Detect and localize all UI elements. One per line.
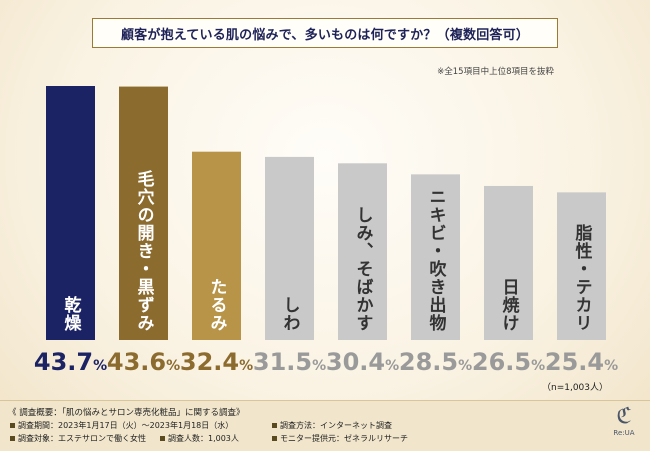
bar-3 xyxy=(192,151,241,340)
survey-count: 調査人数：1,003人 xyxy=(160,433,239,444)
bar-value-label: 25.4% xyxy=(545,348,618,376)
survey-method: 調査方法：インターネット調査 xyxy=(272,420,392,431)
bar-value-label: 30.4% xyxy=(326,348,399,376)
bar-category-label: たるみ xyxy=(207,278,227,332)
bar-2 xyxy=(119,86,168,340)
survey-summary-title: 《 調査概要：「肌の悩みとサロン専売化粧品」に関する調査》 xyxy=(8,408,245,418)
survey-footer: 《 調査概要：「肌の悩みとサロン専売化粧品」に関する調査》 調査期間：2023年… xyxy=(0,400,650,451)
bar-value-label: 32.4% xyxy=(180,348,253,376)
bar-4 xyxy=(265,156,314,340)
excerpt-note: ※全15項目中上位8項目を抜粋 xyxy=(437,67,554,77)
bar-6 xyxy=(411,174,460,340)
bar-5 xyxy=(338,163,387,340)
bar-category-label: 日焼け xyxy=(499,278,520,332)
bar-value-label: 26.5% xyxy=(472,348,545,376)
chart-title: 顧客が抱えている肌の悩みで、多いものは何ですか？（複数回答可） xyxy=(92,18,558,48)
sample-size-note: （n=1,003人） xyxy=(541,383,608,393)
bar-8 xyxy=(557,192,606,340)
survey-provider: モニター提供元：ゼネラルリサーチ xyxy=(272,433,408,444)
bar-7 xyxy=(484,185,533,340)
bar-chart: 乾燥 43.7% 毛穴の開き・黒ずみ 43.6% たるみ 32.4% しわ 31.5% しみ、そ… xyxy=(34,86,618,376)
brand-logo: ℭ Re:UA xyxy=(613,404,635,438)
bar-category-label: しみ、そばかす xyxy=(353,206,373,332)
bar-category-label: 脂性・テカリ xyxy=(572,224,593,332)
bar-category-label: ニキビ・吹き出物 xyxy=(426,188,447,332)
bar-1 xyxy=(46,86,95,340)
bar-value-label: 43.6% xyxy=(107,348,180,376)
bar-category-label: 乾燥 xyxy=(61,295,82,332)
bar-category-label: 毛穴の開き・黒ずみ xyxy=(134,169,155,332)
logo-mark-icon: ℭ xyxy=(616,404,632,429)
bar-category-label: しわ xyxy=(280,296,301,332)
survey-subject: 調査対象：エステサロンで働く女性 xyxy=(10,433,146,444)
bar-value-label: 43.7% xyxy=(34,348,107,376)
bar-value-label: 28.5% xyxy=(399,348,472,376)
survey-period: 調査期間：2023年1月17日（火）〜2023年1月18日（水） xyxy=(10,420,233,431)
bar-value-label: 31.5% xyxy=(253,348,326,376)
